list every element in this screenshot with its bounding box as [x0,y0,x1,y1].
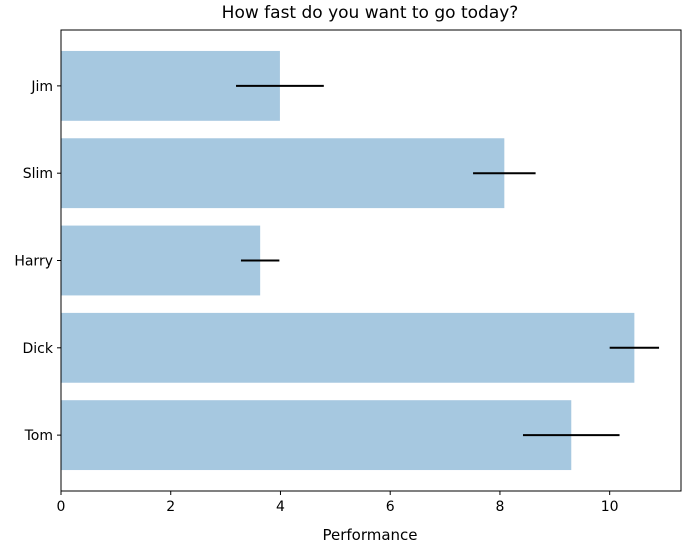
x-tick-label-10: 10 [601,499,619,515]
x-tick-label-4: 4 [276,499,285,515]
y-tick-label-harry: Harry [14,254,53,270]
bar-tom [61,400,572,471]
plot-area: Tom Dick Harry Slim Jim 0 2 4 6 8 10 [14,50,660,515]
bar-slim [61,138,505,209]
bar-dick [61,312,635,383]
bar-harry [61,225,261,296]
x-tick-label-2: 2 [166,499,175,515]
y-tick-label-tom: Tom [24,428,53,444]
x-tick-label-0: 0 [57,499,66,515]
y-tick-label-jim: Jim [30,79,53,95]
plot-frame [60,29,682,492]
y-tick-label-dick: Dick [23,341,54,357]
chart-title: How fast do you want to go today? [222,3,519,23]
x-tick-label-6: 6 [386,499,395,515]
x-tick-label-8: 8 [495,499,504,515]
y-tick-label-slim: Slim [23,166,53,182]
x-axis-label: Performance [322,526,417,544]
